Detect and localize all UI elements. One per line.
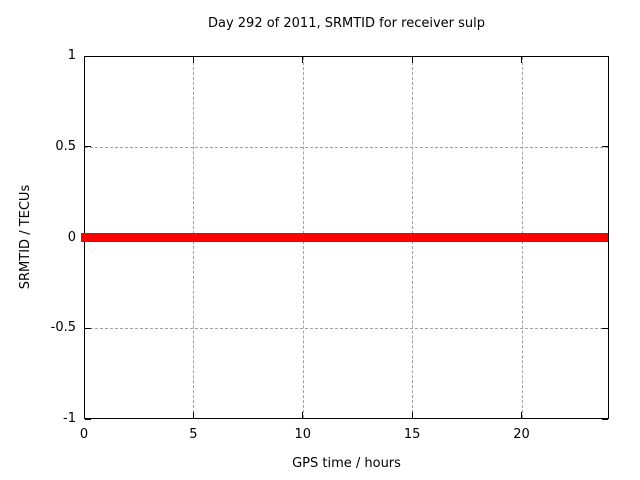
x-tick-label: 20 [513,427,530,442]
y-tick-right [602,418,608,420]
x-tick-bottom [192,412,194,418]
y-tick-label: 0.5 [55,138,76,154]
y-tick-left [85,146,91,148]
x-tick-label: 5 [189,427,198,442]
x-tick-top [411,57,413,63]
gridline-horizontal [85,146,608,148]
y-tick-right [602,55,608,57]
x-tick-bottom [302,412,304,418]
gridline-horizontal [85,328,608,330]
x-tick-bottom [521,412,522,418]
x-tick-top [192,57,194,63]
y-tick-label: -1 [63,411,76,426]
chart-title: Day 292 of 2011, SRMTID for receiver sul… [207,16,486,31]
y-tick-label: 0 [67,229,76,245]
x-tick-bottom [83,412,85,418]
y-tick-left [85,327,91,329]
y-tick-right [602,327,608,329]
x-tick-label: 15 [403,427,421,442]
x-tick-label: 10 [294,427,312,442]
x-axis-label: GPS time / hours [292,456,401,471]
x-tick-top [83,57,85,63]
x-tick-top [302,57,304,63]
y-tick-left [85,55,91,57]
x-tick-bottom [411,412,413,418]
series-line-srmtid [81,233,608,242]
y-tick-label: -0.5 [50,320,76,336]
y-tick-right [602,146,608,148]
y-tick-left [85,418,91,420]
plot-area [81,55,609,420]
y-tick-label: 1 [67,48,76,63]
x-tick-label: 0 [79,427,89,442]
x-tick-top [521,57,522,63]
